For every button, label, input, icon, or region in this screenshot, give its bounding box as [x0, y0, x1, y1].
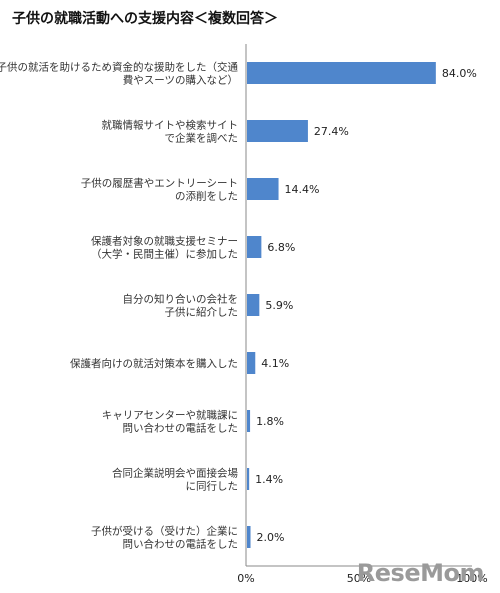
category-label-5-line-2: 子供に紹介した	[165, 306, 239, 319]
value-label-5: 5.9%	[265, 299, 293, 312]
category-label-9-line-1: 子供が受ける（受けた）企業に	[91, 525, 238, 538]
x-tick-label-3: 100%	[456, 572, 487, 585]
bar-3	[247, 178, 279, 200]
category-label-6-line-1: 保護者向けの就活対策本を購入した	[70, 357, 238, 370]
bar-7	[247, 410, 251, 432]
chart-title: 子供の就職活動への支援内容＜複数回答＞	[12, 11, 278, 27]
category-label-1-line-2: 費やスーツの購入など）	[123, 74, 238, 87]
category-label-1-line-1: 子供の就活を助けるため資金的な援助をした（交通	[0, 61, 238, 74]
value-label-3: 14.4%	[285, 183, 320, 196]
category-label-2-line-1: 就職情報サイトや検索サイト	[102, 119, 239, 132]
category-label-5-line-1: 自分の知り合いの会社を	[123, 293, 239, 306]
bar-4	[247, 236, 262, 258]
resemom-logo: ReseMom	[356, 559, 485, 587]
bar-8	[247, 468, 250, 490]
category-label-3-line-1: 子供の履歴書やエントリーシート	[81, 177, 238, 190]
bar-9	[247, 526, 251, 548]
value-label-6: 4.1%	[261, 357, 289, 370]
bar-2	[247, 120, 308, 142]
bar-5	[247, 294, 260, 316]
category-label-2-line-2: で企業を調べた	[165, 132, 239, 145]
category-label-7-line-1: キャリアセンターや就職課に	[102, 409, 238, 422]
value-label-4: 6.8%	[267, 241, 295, 254]
bar-6	[247, 352, 256, 374]
value-label-1: 84.0%	[442, 67, 477, 80]
value-label-2: 27.4%	[314, 125, 349, 138]
value-label-9: 2.0%	[257, 531, 285, 544]
category-label-4-line-2: （大学・民間主催）に参加した	[91, 248, 238, 261]
x-tick-label-1: 0%	[237, 572, 254, 585]
bar-1	[247, 62, 436, 84]
x-tick-label-2: 50%	[347, 572, 371, 585]
category-label-9-line-2: 問い合わせの電話をした	[123, 538, 239, 551]
category-label-3-line-2: の添削をした	[175, 190, 238, 203]
category-label-8-line-2: に同行した	[186, 480, 239, 493]
value-label-8: 1.4%	[255, 473, 283, 486]
category-label-7-line-2: 問い合わせの電話をした	[123, 422, 239, 435]
category-label-8-line-1: 合同企業説明会や面接会場	[112, 467, 238, 480]
category-label-4-line-1: 保護者対象の就職支援セミナー	[91, 235, 238, 248]
value-label-7: 1.8%	[256, 415, 284, 428]
